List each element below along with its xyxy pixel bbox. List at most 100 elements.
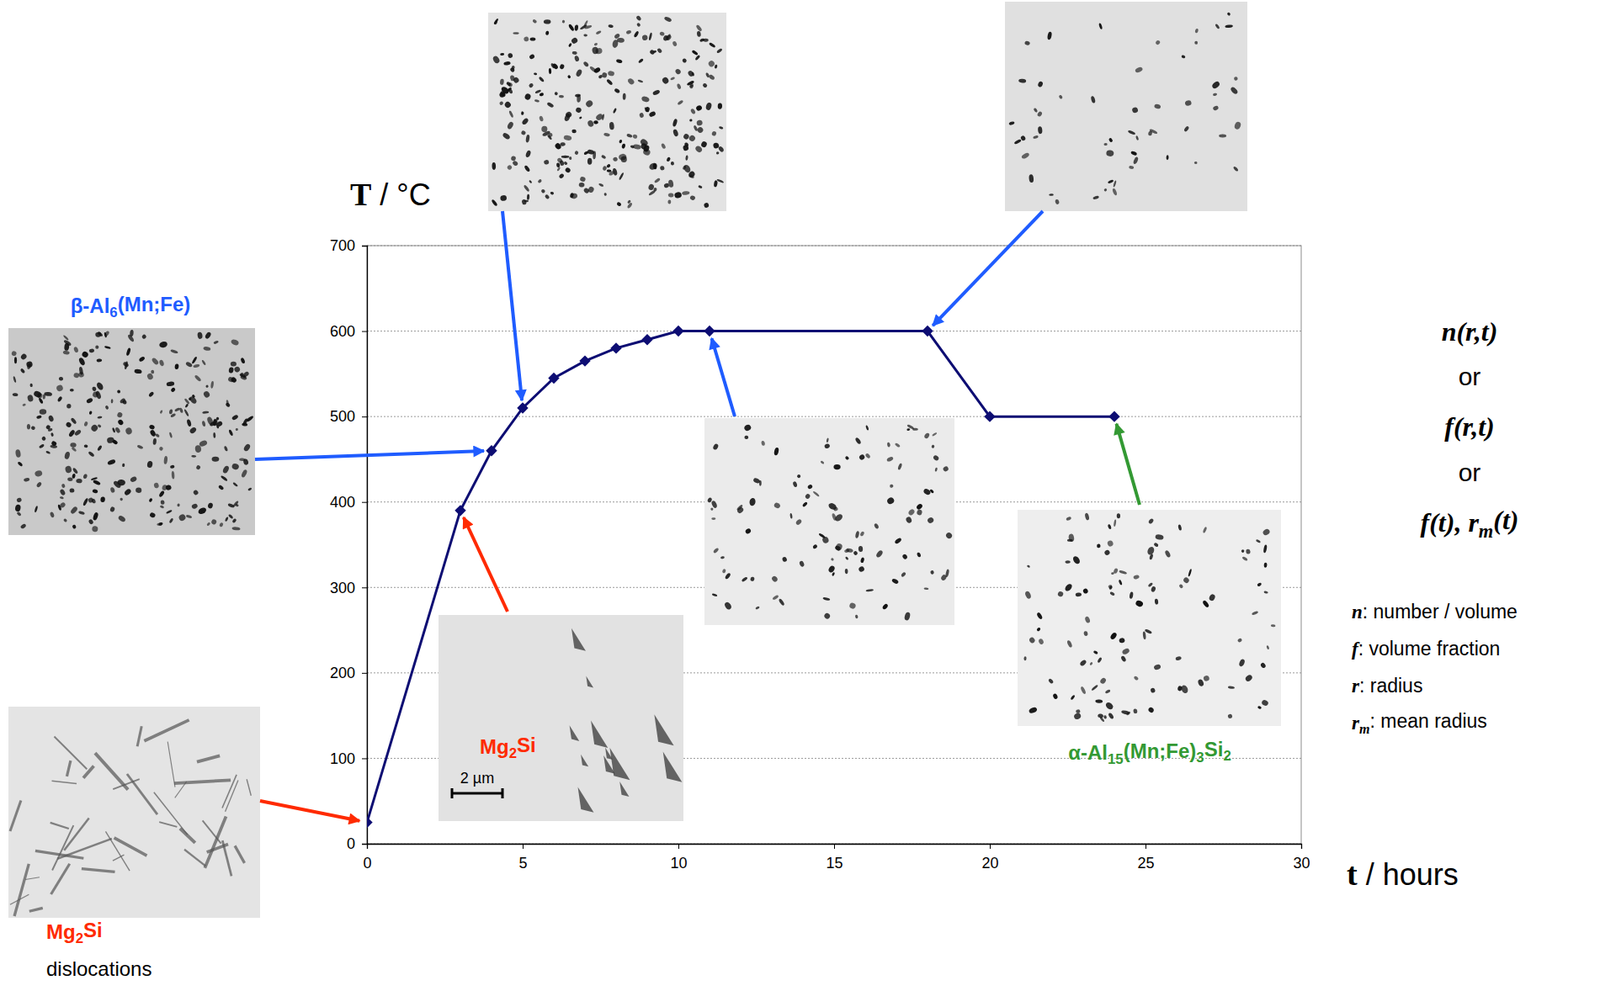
- texture: [1196, 679, 1205, 688]
- texture: [653, 50, 657, 54]
- texture: [626, 132, 633, 139]
- texture: [174, 407, 181, 413]
- texture: [712, 593, 718, 598]
- texture: [653, 714, 674, 746]
- texture: [1202, 526, 1208, 534]
- texture: [92, 511, 100, 521]
- texture: [845, 456, 851, 462]
- texture: [26, 424, 31, 431]
- texture: [686, 79, 696, 86]
- texture: [696, 119, 703, 126]
- symbol-entry: f: volume fraction: [1351, 637, 1500, 660]
- texture: [1026, 564, 1032, 569]
- texture: [1065, 516, 1072, 522]
- texture: [1121, 710, 1131, 716]
- texture: [595, 112, 605, 122]
- texture: [90, 498, 96, 505]
- texture: [558, 95, 564, 99]
- texture: [109, 506, 116, 514]
- texture: [135, 487, 142, 494]
- texture: [1178, 584, 1184, 590]
- texture: [931, 432, 938, 438]
- texture: [116, 411, 123, 419]
- texture: [721, 568, 727, 575]
- texture: [865, 425, 869, 431]
- texture: [1265, 645, 1270, 651]
- marker: [579, 355, 591, 367]
- texture: [185, 361, 193, 368]
- texture: [827, 502, 838, 512]
- texture: [528, 82, 535, 89]
- texture: [1067, 539, 1074, 543]
- texture: [689, 85, 693, 88]
- axis-line: [367, 845, 1303, 851]
- texture: [1134, 600, 1144, 608]
- texture: [848, 602, 856, 611]
- texture: [78, 366, 84, 376]
- texture: [228, 514, 234, 521]
- arrow: [1116, 424, 1140, 505]
- texture: [886, 496, 896, 506]
- texture: [1154, 534, 1165, 541]
- texture: [1255, 539, 1261, 544]
- texture: [587, 186, 596, 194]
- texture: [796, 473, 802, 479]
- subscript: 2: [1222, 748, 1231, 765]
- subscript: m: [1478, 520, 1494, 543]
- marker: [641, 334, 653, 346]
- texture: [169, 517, 175, 524]
- texture: [196, 331, 203, 340]
- texture: [612, 156, 619, 162]
- texture: [612, 107, 617, 114]
- texture: [230, 361, 237, 367]
- texture: [1037, 126, 1043, 134]
- tick: 0: [362, 844, 372, 872]
- texture: [1063, 583, 1074, 594]
- texture: [665, 156, 671, 163]
- texture: [165, 510, 173, 516]
- texture: [511, 159, 519, 167]
- tick: 600: [329, 323, 367, 341]
- annotation-label: dislocations: [46, 957, 152, 981]
- texture: [150, 356, 160, 366]
- texture: [1103, 549, 1111, 557]
- texture: [525, 134, 531, 144]
- texture: [1135, 135, 1139, 141]
- texture: [638, 112, 644, 119]
- texture: [193, 374, 202, 383]
- texture: [1082, 588, 1090, 596]
- texture: [169, 431, 174, 438]
- texture: [231, 414, 240, 421]
- texture: [63, 342, 70, 351]
- texture: [1083, 631, 1089, 637]
- texture: [916, 509, 923, 516]
- texture: [940, 574, 948, 582]
- tick-mark: [678, 844, 680, 850]
- texture: [716, 47, 723, 54]
- texture: [1153, 103, 1162, 110]
- texture: [520, 111, 525, 116]
- texture: [234, 845, 245, 863]
- tick-mark: [1145, 844, 1147, 850]
- texture: [218, 522, 224, 528]
- texture: [907, 508, 916, 517]
- texture: [574, 24, 579, 32]
- texture: [104, 345, 112, 351]
- texture: [1149, 687, 1156, 694]
- micrograph-ground: [438, 615, 684, 822]
- micrograph: [1004, 1, 1248, 212]
- symbol-entry: rm: mean radius: [1351, 710, 1488, 737]
- texture: [63, 334, 70, 341]
- texture: [201, 420, 207, 428]
- texture: [922, 488, 931, 497]
- micrograph-ground: [1004, 1, 1248, 212]
- micrograph-ground: [8, 328, 256, 536]
- texture: [597, 74, 603, 80]
- texture: [1244, 674, 1255, 683]
- texture: [499, 53, 505, 57]
- texture: [14, 864, 29, 917]
- texture: [1099, 677, 1107, 686]
- texture: [1132, 156, 1139, 165]
- texture: [501, 132, 511, 141]
- texture: [192, 489, 200, 496]
